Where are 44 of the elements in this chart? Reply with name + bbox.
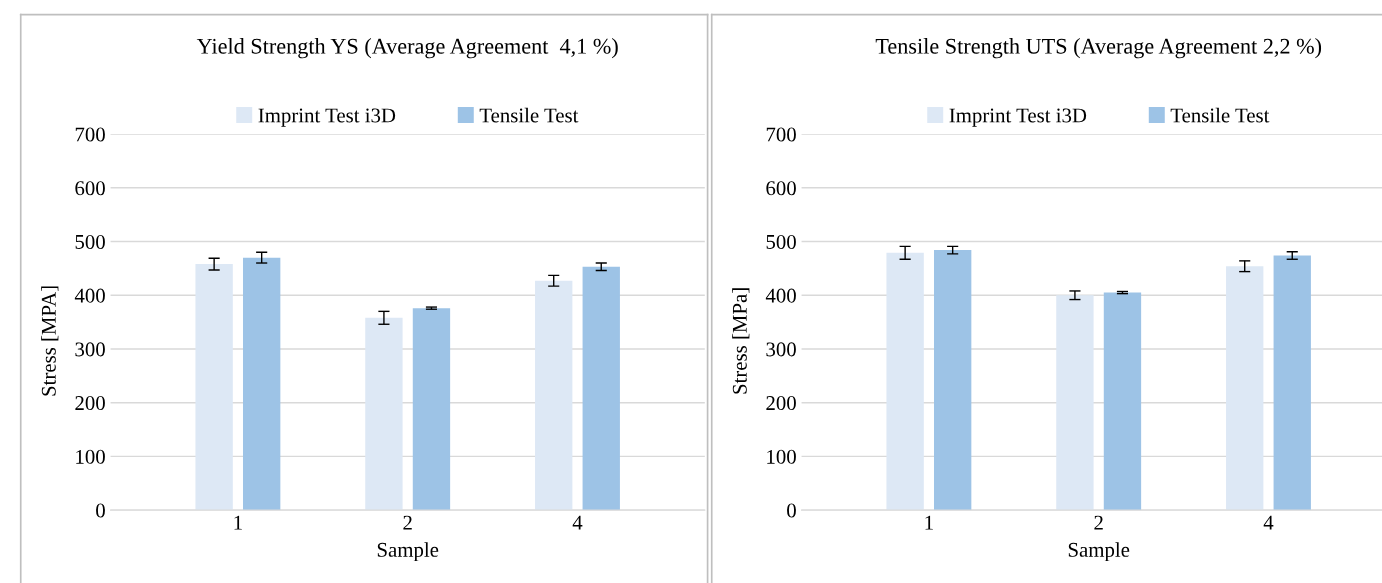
bar [195,264,233,511]
legend-label: Imprint Test i3D [258,108,396,127]
x-axis-title: Sample [377,542,439,562]
legend-label: Tensile Test [479,107,579,123]
y-tick-label: 100 [767,449,796,464]
chart-title: Tensile Strength UTS (Average Agreement 2,2 %) [875,38,1322,59]
x-axis-title: Sample [1068,542,1130,562]
y-tick-label: 0 [96,503,105,518]
y-tick-label: 100 [76,449,105,464]
bar [1273,255,1311,511]
x-tick-label: 1 [925,515,933,530]
bar [412,308,451,511]
y-tick-label: 400 [765,288,796,303]
y-tick-label: 200 [75,396,105,411]
bar [582,266,620,511]
x-tick-label: 2 [1094,515,1103,530]
y-tick-label: 300 [766,342,796,357]
x-tick-label: 1 [234,515,242,530]
y-axis-title: Stress [MPa] [732,288,750,394]
bar [1103,292,1142,511]
y-tick-label: 0 [787,503,796,518]
bar [934,250,972,511]
y-tick-label: 600 [75,181,105,196]
chart-title: Yield Strength YS (Average Agreement 4,1 %) [196,38,618,59]
bar [886,252,924,511]
y-tick-label: 300 [75,342,105,357]
y-tick-label: 600 [766,181,796,196]
legend-label: Tensile Test [1170,107,1270,123]
y-tick-label: 500 [766,234,796,249]
bar [1056,295,1094,511]
y-axis-title: Stress [MPA] [41,286,59,396]
y-tick-label: 700 [766,127,796,142]
bar [535,280,573,511]
y-tick-label: 500 [75,234,105,249]
x-tick-label: 4 [572,515,583,530]
x-tick-label: 4 [1263,515,1274,530]
bar [243,257,281,511]
y-tick-label: 400 [74,288,105,303]
bar [365,317,403,511]
x-tick-label: 2 [403,515,412,530]
bar [1226,266,1264,511]
legend-label: Imprint Test i3D [949,108,1087,127]
y-tick-label: 200 [766,396,796,411]
y-tick-label: 700 [75,127,105,142]
